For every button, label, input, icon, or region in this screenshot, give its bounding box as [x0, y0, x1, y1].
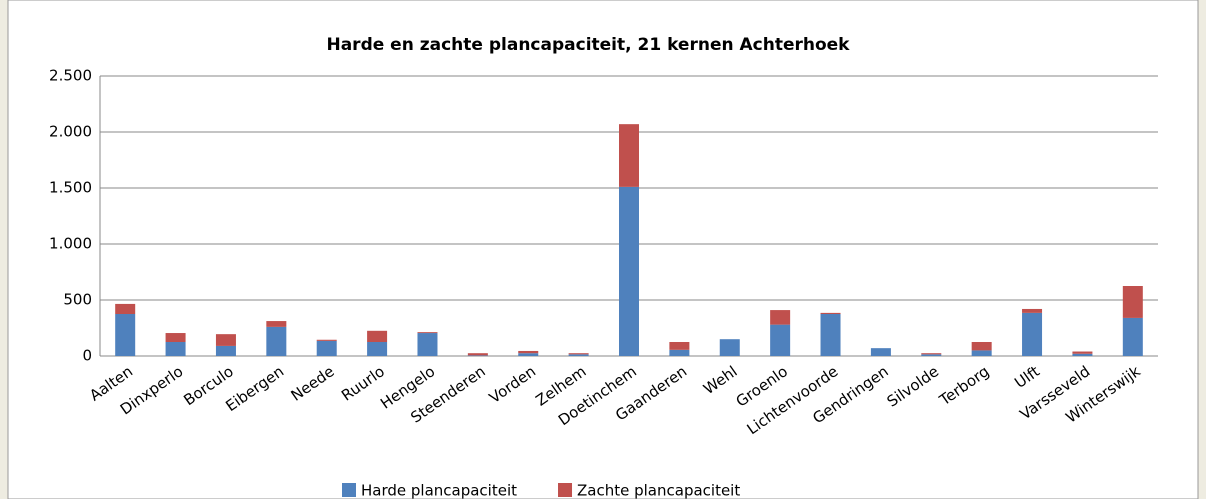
bar-segment — [770, 324, 791, 356]
bar-segment — [770, 310, 791, 325]
bar-segment — [417, 333, 438, 356]
bar-segment — [1122, 286, 1143, 318]
bar-segment — [921, 354, 942, 356]
bar-segment — [1072, 351, 1093, 354]
bar-segment — [417, 332, 438, 334]
bar-segment — [467, 355, 488, 356]
bar-segment — [316, 340, 337, 356]
bar-segment — [820, 312, 841, 314]
legend-label: Zachte plancapaciteit — [577, 482, 740, 499]
legend-label: Harde plancapaciteit — [361, 482, 517, 499]
bar-segment — [619, 124, 639, 187]
bar-segment — [266, 321, 287, 327]
chart-area — [7, 0, 1199, 499]
bar-segment — [1072, 353, 1093, 356]
bar-segment — [669, 349, 690, 356]
bar-segment — [115, 314, 136, 356]
bar-segment — [971, 350, 992, 356]
bar-segment — [266, 326, 287, 356]
bar-segment — [115, 303, 136, 314]
bar-segment — [367, 330, 388, 342]
y-tick-label: 2.000 — [49, 123, 92, 141]
bar-segment — [367, 342, 388, 356]
bar-segment — [619, 186, 639, 356]
bar-segment — [719, 339, 740, 356]
bar-segment — [870, 348, 891, 356]
legend-swatch — [558, 483, 573, 497]
bar-segment — [467, 353, 488, 356]
bar-segment — [1022, 312, 1043, 356]
bar-segment — [518, 350, 539, 354]
bar-segment — [568, 354, 589, 356]
y-tick-label: 1.500 — [49, 179, 92, 197]
bar-segment — [568, 353, 589, 355]
bar-segment — [669, 342, 690, 350]
y-tick-label: 500 — [63, 291, 92, 309]
legend-swatch — [342, 483, 356, 497]
bar-segment — [820, 314, 841, 356]
y-tick-label: 2.500 — [49, 67, 92, 85]
bar-segment — [1022, 308, 1043, 313]
bar-segment — [316, 339, 337, 341]
bar-segment — [518, 353, 539, 356]
bar-segment — [165, 342, 186, 356]
bar-segment — [215, 334, 236, 346]
bar-segment — [165, 333, 186, 342]
bar-segment — [921, 353, 942, 355]
bar-segment — [215, 345, 236, 356]
chart-title: Harde en zachte plancapaciteit, 21 kerne… — [326, 35, 850, 55]
bar-segment — [1122, 317, 1143, 356]
bar-segment — [971, 342, 992, 351]
y-tick-label: 1.000 — [49, 235, 92, 253]
y-tick-label: 0 — [82, 347, 92, 365]
